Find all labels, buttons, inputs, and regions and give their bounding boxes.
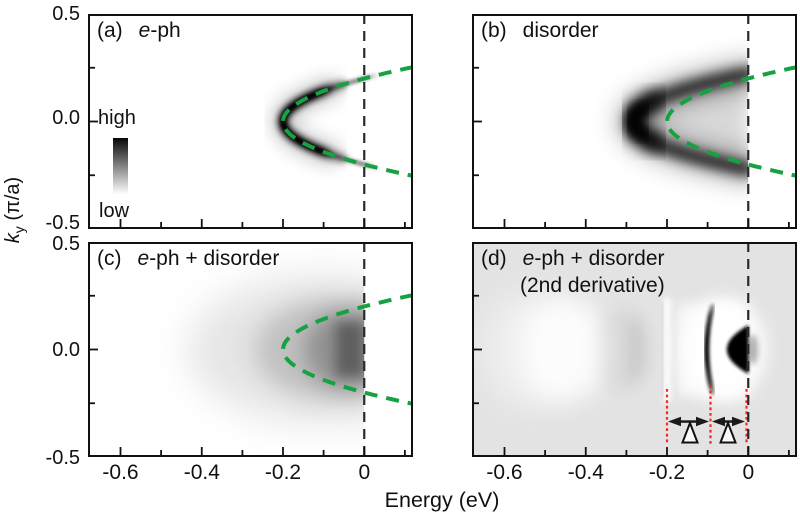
- spectral-band-disorder: [617, 59, 763, 184]
- axis-ticks: [90, 66, 406, 227]
- x-tick-label: -0.4: [567, 461, 604, 484]
- double-arrow-2: [712, 416, 745, 427]
- axis-ticks: [474, 294, 790, 455]
- double-arrow-1: [668, 416, 709, 427]
- y-tick-label: 0.0: [52, 339, 80, 361]
- panel-border: [472, 14, 797, 229]
- bare-band-green-dashed: [281, 65, 413, 178]
- y-tick-label: 0.0: [52, 107, 80, 129]
- panel-d-tag: (d): [481, 247, 507, 270]
- panel-d-plot: [472, 242, 797, 457]
- y-tick-label: 0.5: [52, 3, 80, 25]
- panel-c-tag: (c): [97, 247, 122, 270]
- colorbar-high-label: high: [98, 107, 136, 129]
- panel-b-title: (b) disorder: [481, 19, 599, 42]
- fermi-cutoff-mask: [364, 242, 413, 457]
- gap-annotation: [665, 385, 748, 444]
- panel-a-tag: (a): [97, 19, 123, 42]
- x-tick-label: -0.6: [102, 461, 139, 484]
- dark-half-disk-fermi: [726, 325, 749, 374]
- y-axis-label-k: k: [2, 233, 24, 244]
- axis-ticks: [474, 66, 790, 227]
- panel-border: [88, 242, 413, 457]
- panel-d-subtitle: (2nd derivative): [520, 274, 665, 297]
- delta-symbol: [681, 420, 699, 444]
- x-tick-label: -0.4: [183, 461, 220, 484]
- x-tick-label: -0.6: [486, 461, 523, 484]
- panel-a-title: (a) e-ph: [97, 19, 181, 42]
- panel-b-tag: (b): [481, 19, 507, 42]
- bare-band-green-dashed: [281, 293, 413, 406]
- panel-a-plot: [88, 14, 413, 229]
- fermi-cutoff-mask: [748, 14, 797, 229]
- x-tick-label: -0.2: [264, 461, 302, 484]
- x-tick-label: -0.2: [648, 461, 686, 484]
- x-tick-label: 0: [742, 461, 755, 484]
- dark-arc-minus-0.1eV: [704, 303, 715, 396]
- x-tick-label: 0: [358, 461, 371, 484]
- diffuse-spectral-weight: [188, 274, 413, 425]
- x-axis-label: Energy (eV): [384, 488, 500, 512]
- y-tick-label: 0.5: [52, 233, 80, 255]
- panel-b: (b) disorder: [472, 14, 797, 229]
- panel-a-background: [88, 14, 413, 229]
- panel-d-title: (d) e-ph + disorder: [481, 247, 665, 270]
- panel-c-title: (c) e-ph + disorder: [97, 247, 280, 270]
- colorbar-low-label: low: [99, 200, 130, 222]
- panel-border: [472, 242, 797, 457]
- panel-c-plot: [88, 242, 413, 457]
- delta-symbol: [719, 420, 737, 444]
- y-axis-label-units: (π/a): [2, 176, 24, 227]
- panel-a: (a) e-ph high low: [88, 14, 413, 229]
- y-tick-label: -0.5: [45, 212, 80, 234]
- y-axis-label: ky (π/a): [2, 150, 27, 270]
- colorbar: [113, 138, 128, 200]
- panel-border: [88, 14, 413, 229]
- panel-d: (d) e-ph + disorder (2nd derivative): [472, 242, 797, 457]
- y-axis-label-sub: y: [11, 226, 27, 234]
- bare-band-green-dashed: [665, 65, 797, 178]
- y-tick-label: -0.5: [45, 447, 80, 469]
- panel-b-plot: [472, 14, 797, 229]
- second-derivative-features: [482, 289, 766, 410]
- axis-ticks: [90, 294, 406, 455]
- panel-c: (c) e-ph + disorder: [88, 242, 413, 457]
